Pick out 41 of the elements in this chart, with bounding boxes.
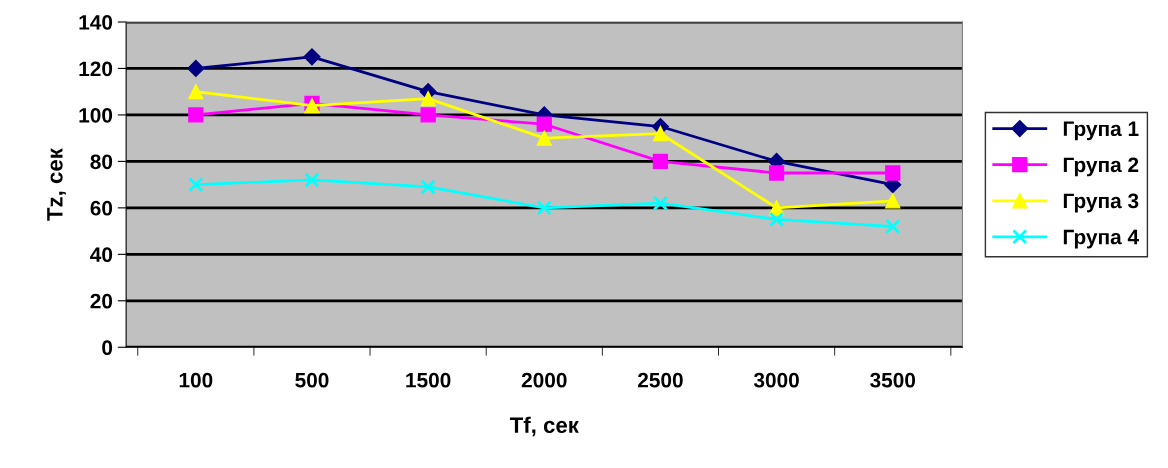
- point: [304, 172, 320, 188]
- x-tick-label: 3500: [870, 372, 916, 388]
- legend-label: Група 1: [1063, 121, 1139, 141]
- point: [188, 176, 204, 193]
- point: [303, 48, 321, 66]
- point: [768, 211, 785, 228]
- y-tick-label: 120: [79, 61, 113, 77]
- point: [187, 59, 205, 78]
- point: [536, 130, 552, 146]
- y-tick-label: 140: [79, 15, 113, 30]
- y-tick-label: 40: [90, 247, 113, 263]
- legend-label: Група 4: [1063, 229, 1139, 249]
- point: [420, 91, 436, 107]
- x-tick-label: 2500: [637, 372, 683, 388]
- point: [768, 165, 785, 181]
- x-axis-title: Tf, сек: [509, 416, 579, 437]
- x-tick-label: 500: [295, 372, 329, 388]
- x-tick-label: 3000: [753, 372, 799, 388]
- point: [885, 165, 901, 181]
- x-tick-label: 2000: [521, 372, 567, 388]
- point: [536, 200, 552, 216]
- y-axis-title: Tz, сек: [47, 148, 66, 221]
- point: [420, 179, 436, 195]
- y-tick-label: 60: [90, 200, 113, 216]
- legend-label: Група 3: [1063, 193, 1139, 213]
- y-tick-label: 20: [90, 293, 113, 309]
- y-tick-label: 80: [90, 154, 113, 170]
- point: [536, 116, 552, 132]
- y-tick-label: 0: [102, 340, 113, 356]
- legend-label: Група 2: [1063, 157, 1139, 177]
- point: [652, 153, 669, 170]
- point: [652, 195, 669, 211]
- point: [885, 218, 901, 235]
- point: [652, 125, 669, 142]
- y-tick-label: 100: [79, 107, 113, 123]
- x-tick-label: 100: [179, 372, 213, 388]
- point: [188, 107, 204, 123]
- x-tick-label: 1500: [406, 372, 451, 388]
- point: [188, 84, 204, 100]
- point: [420, 107, 436, 123]
- point: [885, 193, 901, 209]
